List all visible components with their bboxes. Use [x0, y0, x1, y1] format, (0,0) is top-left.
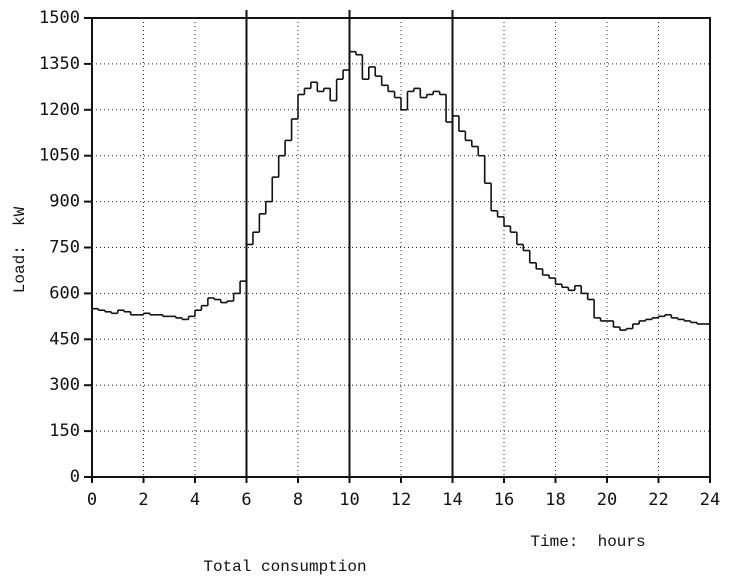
chart-title: Total consumption	[203, 558, 366, 576]
x-tick-label: 22	[648, 490, 668, 510]
x-tick-label: 18	[545, 490, 565, 510]
y-tick-label: 900	[49, 192, 80, 212]
x-tick-label: 2	[138, 490, 148, 510]
y-tick-label: 150	[49, 421, 80, 441]
x-tick-label: 24	[700, 490, 720, 510]
x-tick-label: 4	[190, 490, 200, 510]
y-tick-label: 1500	[39, 8, 80, 28]
x-tick-label: 6	[241, 490, 251, 510]
y-axis-label: Load: kW	[11, 206, 29, 293]
y-tick-label: 750	[49, 238, 80, 258]
y-tick-label: 0	[70, 467, 80, 487]
x-tick-label: 20	[597, 490, 617, 510]
y-tick-label: 1350	[39, 54, 80, 74]
x-tick-label: 10	[339, 490, 359, 510]
x-tick-label: 14	[442, 490, 462, 510]
y-tick-label: 300	[49, 375, 80, 395]
x-tick-label: 12	[391, 490, 411, 510]
y-tick-label: 1050	[39, 146, 80, 166]
x-tick-label: 0	[87, 490, 97, 510]
y-tick-label: 1200	[39, 100, 80, 120]
x-axis-label: Time: hours	[530, 533, 645, 551]
x-tick-label: 8	[293, 490, 303, 510]
y-tick-label: 600	[49, 283, 80, 303]
x-tick-label: 16	[494, 490, 514, 510]
y-tick-label: 450	[49, 329, 80, 349]
